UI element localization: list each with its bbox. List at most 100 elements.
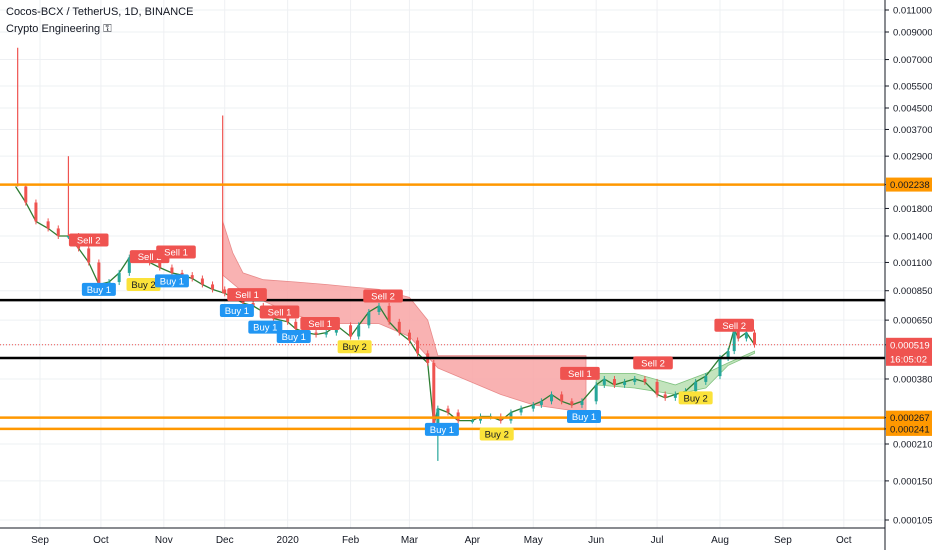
- candle-body: [623, 381, 627, 385]
- signal-label-text: Buy 1: [572, 412, 596, 423]
- candle-body: [704, 376, 708, 382]
- time-tick-label: Aug: [711, 535, 729, 546]
- signal-label-bg: [126, 277, 161, 291]
- candle-body: [127, 257, 131, 273]
- candle-body: [200, 278, 204, 285]
- candle-body: [612, 378, 616, 385]
- candle-body: [324, 332, 328, 335]
- candle-body: [550, 394, 554, 402]
- candle-body: [718, 358, 722, 377]
- candle-body: [744, 332, 748, 339]
- price-tick-label: 0.009000: [893, 28, 932, 39]
- signal-label-text: Sell 2: [722, 321, 746, 332]
- candle-body: [117, 272, 121, 283]
- candle-body: [726, 351, 730, 359]
- candle-body: [87, 248, 91, 263]
- signal-sell: Sell 2: [363, 289, 403, 303]
- signal-sell: Sell 1: [156, 245, 196, 259]
- price-tick-label: 0.004500: [893, 103, 932, 114]
- candle-body: [594, 384, 598, 402]
- signal-label-bg: [337, 340, 372, 354]
- signal-label-bg: [154, 274, 189, 288]
- signal-label-bg: [81, 282, 116, 296]
- candle-body: [736, 328, 740, 339]
- signal-buy2: Buy 2: [337, 340, 372, 354]
- signal-buy: Buy 1: [154, 274, 189, 288]
- signal-label-bg: [714, 318, 755, 332]
- time-tick-label: Apr: [465, 535, 481, 546]
- level-price-tag: [886, 177, 932, 192]
- signal-sell: Sell 1: [560, 366, 600, 380]
- candle-body: [602, 378, 606, 385]
- signal-label-bg: [567, 409, 601, 423]
- signal-buy: Buy 1: [219, 303, 254, 317]
- price-tick-label: 0.000210: [893, 440, 932, 451]
- signal-sell: Sell 2: [633, 356, 673, 370]
- signal-label-bg: [560, 366, 600, 380]
- level-price-tag: [886, 410, 932, 425]
- candle-body: [519, 408, 523, 413]
- signal-sell: Sell 2: [714, 318, 755, 332]
- candle-body: [211, 284, 215, 290]
- signal-label-bg: [259, 305, 300, 319]
- signal-buy: Buy 1: [276, 329, 311, 343]
- signal-label-bg: [363, 289, 403, 303]
- signal-label-text: Buy 1: [430, 425, 454, 436]
- signal-label-bg: [68, 233, 109, 247]
- symbol-title: Cocos-BCX / TetherUS, 1D, BINANCE: [6, 6, 194, 18]
- candle-body: [570, 401, 574, 405]
- candle-body: [357, 325, 361, 337]
- candle-body: [66, 236, 70, 238]
- candle-body: [416, 340, 420, 354]
- signal-label-text: Sell 2: [138, 252, 162, 263]
- candle-body: [294, 321, 298, 329]
- price-tick-label: 0.005500: [893, 81, 932, 92]
- candle-body: [580, 401, 584, 405]
- candle-body: [643, 378, 647, 382]
- signal-label-text: Buy 1: [160, 276, 184, 287]
- candle-body: [158, 262, 162, 268]
- candle-body: [663, 394, 667, 398]
- signal-label-text: Sell 2: [77, 235, 101, 246]
- signal-buy2: Buy 2: [678, 391, 713, 405]
- price-tick-label: 0.000150: [893, 476, 932, 487]
- candle-body: [531, 404, 535, 409]
- candle-body: [349, 325, 353, 337]
- candle-body: [655, 381, 659, 395]
- candle-body: [377, 305, 381, 313]
- price-tick-label: 0.000105: [893, 516, 932, 527]
- signal-buy: Buy 1: [567, 409, 601, 423]
- signal-label-text: Sell 1: [308, 319, 332, 330]
- candle-body: [170, 267, 174, 273]
- candle-body: [190, 275, 194, 279]
- candle-body: [56, 228, 60, 237]
- price-tick-label: 0.001400: [893, 232, 932, 243]
- signal-label-bg: [156, 245, 196, 259]
- candle-body: [223, 289, 227, 294]
- price-tick-label: 0.001100: [893, 258, 932, 269]
- candle-body: [432, 362, 436, 425]
- candle-body: [397, 321, 401, 333]
- time-tick-label: May: [524, 535, 543, 546]
- candle-body: [367, 312, 371, 326]
- candle-body: [753, 332, 757, 345]
- candle-body: [446, 408, 450, 413]
- signal-label-bg: [300, 317, 340, 331]
- candle-body: [97, 262, 101, 285]
- candle-body: [34, 202, 38, 222]
- time-tick-label: Jul: [651, 535, 664, 546]
- candle-body: [387, 305, 391, 322]
- price-tick-label: 0.002900: [893, 152, 932, 163]
- price-tick-label: 0.003700: [893, 125, 932, 136]
- price-tick-label: 0.011000: [893, 6, 932, 17]
- indicator-label[interactable]: Crypto Engineering ⚿: [6, 23, 112, 35]
- signal-label-text: Sell 2: [371, 292, 395, 303]
- candle-body: [286, 318, 290, 322]
- signal-label-text: Buy 1: [87, 285, 111, 296]
- candle-body: [694, 381, 698, 392]
- last-price-tag-text: 0.000519: [890, 340, 930, 351]
- level-price-tag-text: 0.002238: [890, 180, 930, 191]
- signal-label-bg: [678, 391, 713, 405]
